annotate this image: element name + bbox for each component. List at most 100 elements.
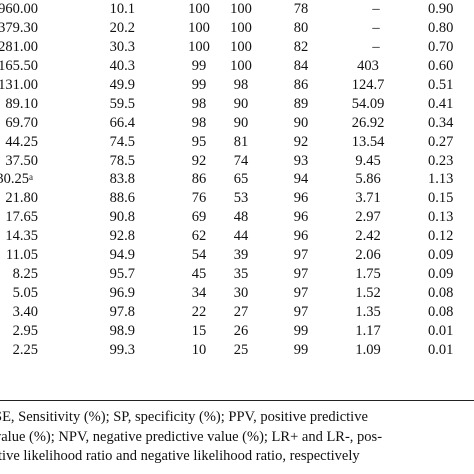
lr-plus-cell: 2.06 xyxy=(355,247,381,264)
cutoff-cell: 69.70 xyxy=(5,114,38,131)
table-row: 89.10 59.5 98 90 89 54.09 0.41 xyxy=(0,95,474,114)
ppv-cell: 98 xyxy=(233,76,249,93)
lr-minus-cell: 0.08 xyxy=(428,304,454,320)
cutoff-cell: 8.25 xyxy=(12,266,38,283)
ppv-cell: 35 xyxy=(233,266,249,283)
sp-cell: 69 xyxy=(191,209,207,226)
cutoff-cell: 14.35 xyxy=(5,228,38,245)
lr-plus-cell: 5.86 xyxy=(355,171,381,188)
npv-cell: 89 xyxy=(293,95,309,112)
se-cell: 30.3 xyxy=(109,38,135,55)
lr-plus-cell: 403 xyxy=(357,57,379,74)
table-row: 165.50 40.3 99 100 84 403 0.60 xyxy=(0,57,474,76)
sp-cell: 34 xyxy=(191,285,207,302)
lr-minus-cell: 1.13 xyxy=(428,171,454,188)
lr-plus-cell: 54.09 xyxy=(351,95,385,112)
ppv-cell: 100 xyxy=(230,1,252,17)
ppv-cell: 44 xyxy=(233,228,249,245)
se-cell: 59.5 xyxy=(109,95,135,112)
lr-minus-cell: 0.27 xyxy=(428,133,454,150)
sp-cell: 95 xyxy=(191,133,207,150)
lr-minus-cell: 0.51 xyxy=(428,76,454,93)
lr-minus-cell: 0.23 xyxy=(428,152,454,169)
ppv-cell: 25 xyxy=(233,341,249,358)
sp-cell: 76 xyxy=(191,190,207,207)
ppv-cell: 65 xyxy=(233,171,249,188)
cutoff-cell: 5.05 xyxy=(12,285,38,302)
sp-cell: 100 xyxy=(188,19,210,36)
table-row: 3.40 97.8 22 27 97 1.35 0.08 xyxy=(0,303,474,322)
cutoff-cell: 3.40 xyxy=(12,304,38,320)
table-bottom-rule xyxy=(0,400,474,401)
lr-plus-cell: 1.75 xyxy=(355,266,381,283)
lr-plus-cell: 124.7 xyxy=(351,76,385,93)
ppv-cell: 53 xyxy=(233,190,249,207)
se-cell: 88.6 xyxy=(109,190,135,207)
se-cell: 94.9 xyxy=(109,247,135,264)
npv-cell: 84 xyxy=(293,57,309,74)
table-row: 14.35 92.8 62 44 96 2.42 0.12 xyxy=(0,227,474,246)
ppv-cell: 90 xyxy=(233,95,249,112)
se-cell: 98.9 xyxy=(109,322,135,339)
npv-cell: 82 xyxy=(293,38,309,55)
se-cell: 40.3 xyxy=(109,57,135,74)
table-row: 131.00 49.9 99 98 86 124.7 0.51 xyxy=(0,76,474,95)
npv-cell: 97 xyxy=(293,266,309,283)
se-cell: 99.3 xyxy=(109,341,135,358)
sp-cell: 54 xyxy=(191,247,207,264)
table-row: 44.25 74.5 95 81 92 13.54 0.27 xyxy=(0,133,474,152)
cutoff-cell: 44.25 xyxy=(5,133,38,150)
se-cell: 95.7 xyxy=(109,266,135,283)
sp-cell: 98 xyxy=(191,114,207,131)
cutoff-cell: 281.00 xyxy=(0,38,38,55)
lr-minus-cell: 0.01 xyxy=(428,322,454,339)
npv-cell: 97 xyxy=(293,247,309,264)
table-row: 379.30 20.2 100 100 80 – 0.80 xyxy=(0,19,474,38)
cutoff-cell: 37.50 xyxy=(5,152,38,169)
lr-plus-cell: 2.97 xyxy=(355,209,381,226)
lr-minus-cell: 0.41 xyxy=(428,95,454,112)
se-cell: 97.8 xyxy=(109,304,135,320)
sp-cell: 100 xyxy=(188,38,210,55)
npv-cell: 97 xyxy=(293,304,309,320)
ppv-cell: 100 xyxy=(230,57,252,74)
npv-cell: 97 xyxy=(293,285,309,302)
cutoff-cell: 89.10 xyxy=(5,95,38,112)
lr-minus-cell: 0.15 xyxy=(428,190,454,207)
cutoff-cell: 960.00 xyxy=(0,1,38,17)
npv-cell: 93 xyxy=(293,152,309,169)
lr-plus-cell: 3.71 xyxy=(355,190,381,207)
table-footnote: SE, Sensitivity (%); SP, specificity (%)… xyxy=(0,408,474,467)
lr-minus-cell: 0.12 xyxy=(428,228,454,245)
se-cell: 20.2 xyxy=(109,19,135,36)
npv-cell: 90 xyxy=(293,114,309,131)
sp-cell: 62 xyxy=(191,228,207,245)
se-cell: 49.9 xyxy=(109,76,135,93)
se-cell: 10.1 xyxy=(109,1,135,17)
lr-plus-cell: 1.35 xyxy=(355,304,381,320)
cutoff-cell: 2.95 xyxy=(12,322,38,339)
se-cell: 74.5 xyxy=(109,133,135,150)
lr-plus-cell: – xyxy=(372,1,380,17)
npv-cell: 78 xyxy=(293,1,309,17)
cutoff-cell: 17.65 xyxy=(5,209,38,226)
sp-cell: 86 xyxy=(191,171,207,188)
table-row: 8.25 95.7 45 35 97 1.75 0.09 xyxy=(0,265,474,284)
cutoff-cell: 21.80 xyxy=(5,190,38,207)
lr-minus-cell: 0.80 xyxy=(428,19,454,36)
lr-plus-cell: 1.17 xyxy=(355,322,381,339)
sp-cell: 10 xyxy=(191,341,207,358)
lr-plus-cell: 13.54 xyxy=(351,133,385,150)
npv-cell: 94 xyxy=(293,171,309,188)
sp-cell: 100 xyxy=(188,1,210,17)
sp-cell: 15 xyxy=(191,322,207,339)
lr-minus-cell: 0.60 xyxy=(428,57,454,74)
cutoff-cell: 165.50 xyxy=(0,57,38,74)
lr-plus-cell: 26.92 xyxy=(351,114,385,131)
se-cell: 78.5 xyxy=(109,152,135,169)
footnote-line: itive likelihood ratio and negative like… xyxy=(0,448,360,464)
table-row: 2.25 99.3 10 25 99 1.09 0.01 xyxy=(0,341,474,360)
npv-cell: 96 xyxy=(293,190,309,207)
ppv-cell: 26 xyxy=(233,322,249,339)
ppv-cell: 90 xyxy=(233,114,249,131)
